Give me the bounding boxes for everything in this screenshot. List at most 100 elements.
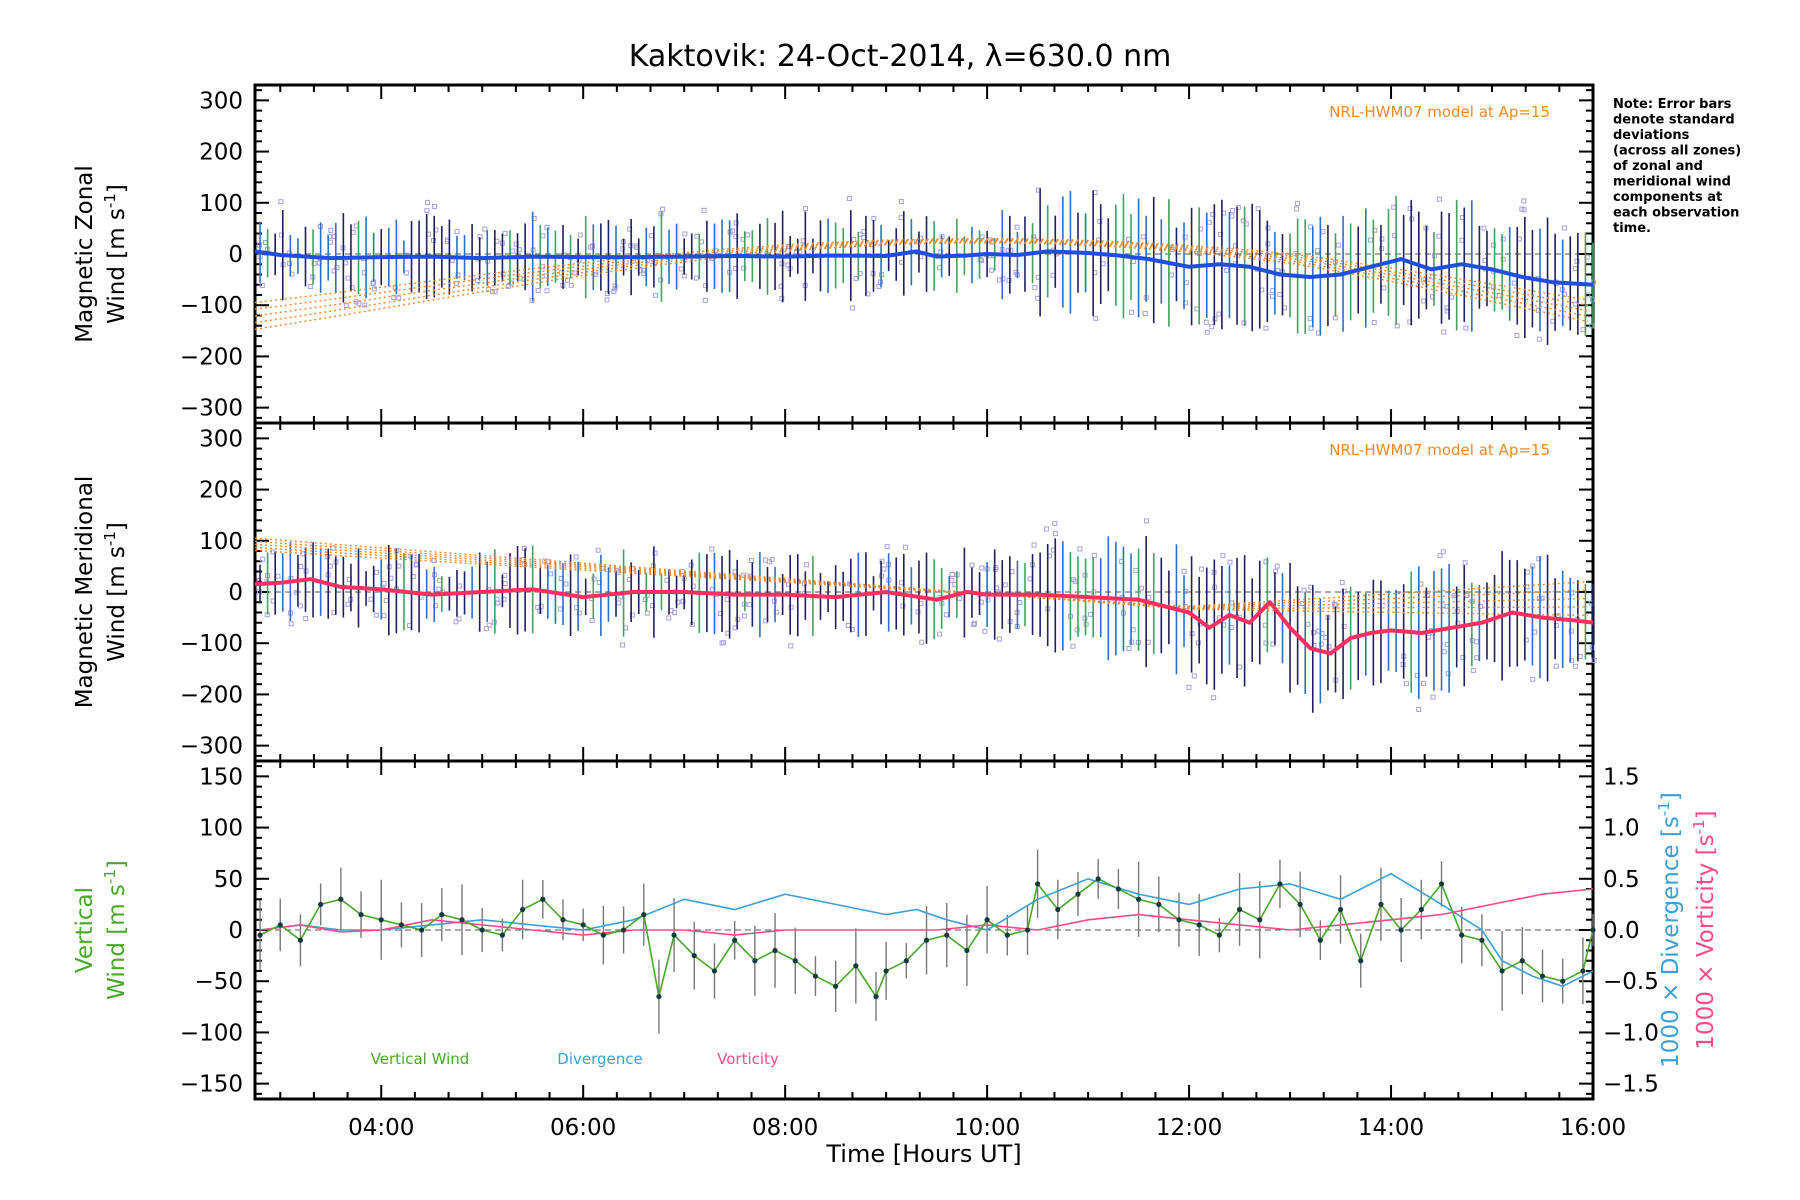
vertical-wind-point xyxy=(1035,881,1041,887)
vertical-wind-point xyxy=(459,917,465,923)
vertical-wind-point xyxy=(479,927,485,933)
zone-point xyxy=(936,631,942,637)
zone-point xyxy=(381,613,387,619)
y-tick-label: 0 xyxy=(228,918,243,944)
zone-point xyxy=(949,571,955,577)
zone-point xyxy=(373,612,379,618)
zone-point xyxy=(1530,676,1536,682)
zone-point xyxy=(612,283,618,289)
vertical-wind-point xyxy=(540,896,546,902)
zone-point xyxy=(1430,694,1436,700)
zone-point xyxy=(1500,256,1506,262)
zone-point xyxy=(1255,206,1261,212)
zone-point xyxy=(492,289,498,295)
zone-point xyxy=(853,276,859,282)
zone-point xyxy=(1459,237,1465,243)
vertical-wind-point xyxy=(1156,901,1162,907)
vorticity-line xyxy=(259,888,1594,936)
zone-point xyxy=(1511,280,1517,286)
zone-point xyxy=(297,603,303,609)
zone-point xyxy=(1470,667,1476,673)
zone-point xyxy=(535,288,541,294)
y-tick-label: −50 xyxy=(194,969,243,995)
zone-point xyxy=(1490,242,1496,248)
zone-point xyxy=(1441,329,1447,335)
zone-point xyxy=(648,233,654,239)
zone-point xyxy=(1318,641,1324,647)
zone-point xyxy=(362,302,368,308)
vertical-wind-point xyxy=(1499,968,1505,974)
zone-point xyxy=(989,267,995,273)
zone-point xyxy=(1183,280,1189,286)
zone-point xyxy=(538,603,544,609)
zone-point xyxy=(1341,623,1347,629)
zone-point xyxy=(748,557,754,563)
zone-point xyxy=(644,610,650,616)
y-tick-label: 100 xyxy=(199,816,243,842)
zone-point xyxy=(1274,563,1280,569)
zone-point xyxy=(1307,315,1313,321)
zone-point xyxy=(1474,639,1480,645)
zone-point xyxy=(1072,578,1078,584)
zone-point xyxy=(548,571,554,577)
vertical-wind-point xyxy=(257,932,263,938)
zone-point xyxy=(1514,332,1520,338)
zone-point xyxy=(724,597,730,603)
vertical-wind-point xyxy=(641,912,647,918)
y-tick-label: 200 xyxy=(199,478,243,504)
zone-point xyxy=(1270,293,1276,299)
model-curves xyxy=(254,537,1589,617)
zone-point xyxy=(1320,229,1326,235)
zone-point xyxy=(971,620,977,626)
zone-point xyxy=(1536,556,1542,562)
zone-point xyxy=(1437,553,1443,559)
zone-point xyxy=(1477,603,1483,609)
zone-point xyxy=(1142,311,1148,317)
zone-point xyxy=(1140,234,1146,240)
y-tick-label: 300 xyxy=(199,426,243,452)
zone-point xyxy=(1381,285,1387,291)
zone-point xyxy=(1032,285,1038,291)
zone-point xyxy=(788,604,794,610)
zone-point xyxy=(1500,236,1506,242)
chart-title: Kaktovik: 24-Oct-2014, λ=630.0 nm xyxy=(629,39,1172,74)
vertical-wind-point xyxy=(1257,917,1263,923)
zone-point xyxy=(432,203,438,209)
y-tick-label: 0 xyxy=(228,242,243,268)
x-tick-label: 16:00 xyxy=(1560,1115,1626,1141)
zone-point xyxy=(278,199,284,205)
vertical-wind-point xyxy=(1438,881,1445,887)
zone-point xyxy=(1301,587,1307,593)
vertical-wind-point xyxy=(1176,917,1182,923)
x-tick-label: 14:00 xyxy=(1358,1115,1424,1141)
zone-point xyxy=(879,558,885,564)
y-tick-label: −200 xyxy=(180,344,243,370)
zone-point xyxy=(1002,582,1008,588)
zone-point xyxy=(298,564,304,570)
vertical-wind-point xyxy=(398,922,405,928)
zone-point xyxy=(1169,272,1175,278)
zone-point xyxy=(424,199,430,205)
zone-point xyxy=(1568,628,1574,634)
note-line: meridional wind xyxy=(1613,175,1731,190)
zone-point xyxy=(732,569,738,575)
zone-point xyxy=(1496,292,1502,298)
x-tick-label: 08:00 xyxy=(752,1115,818,1141)
zone-point xyxy=(871,215,877,221)
zone-point xyxy=(1294,206,1300,212)
zone-point xyxy=(741,613,747,619)
zone-point xyxy=(1589,645,1595,651)
zone-point xyxy=(694,233,700,239)
zone-point xyxy=(1263,325,1269,331)
zone-point xyxy=(884,544,890,550)
zone-point xyxy=(1220,553,1226,559)
y2-tick-label: −0.5 xyxy=(1603,969,1659,995)
x-axis-label: Time [Hours UT] xyxy=(825,1140,1021,1168)
y-tick-label: 200 xyxy=(199,140,243,166)
zone-point xyxy=(454,229,460,235)
zone-point xyxy=(1562,225,1568,231)
y-axis-label-units: Wind [m s-1] xyxy=(101,522,130,662)
zone-point xyxy=(881,566,887,572)
zone-point xyxy=(678,266,684,272)
